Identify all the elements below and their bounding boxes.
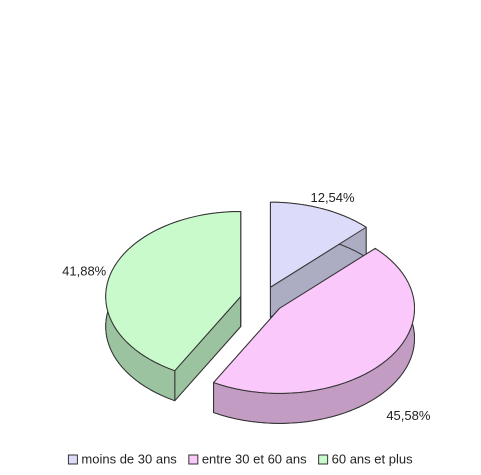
slice-top — [105, 211, 242, 372]
legend: moins de 30 ans entre 30 et 60 ans 60 ans … — [67, 451, 413, 466]
value-label: 41,88% — [62, 264, 107, 279]
legend-swatch — [67, 454, 78, 465]
value-label: 12,54% — [310, 190, 355, 205]
legend-label: moins de 30 ans — [81, 451, 177, 466]
legend-swatch — [318, 454, 329, 465]
value-label: 45,58% — [386, 408, 431, 423]
legend-swatch — [188, 454, 199, 465]
slice — [213, 247, 416, 424]
legend-label: 60 ans et plus — [332, 451, 413, 466]
slice-top — [213, 247, 416, 394]
slice-top — [269, 201, 367, 288]
slice — [105, 211, 242, 402]
pie: 12,54% 45,58% 41,88% — [62, 190, 431, 424]
slice — [269, 201, 367, 318]
legend-label: entre 30 et 60 ans — [202, 451, 307, 466]
